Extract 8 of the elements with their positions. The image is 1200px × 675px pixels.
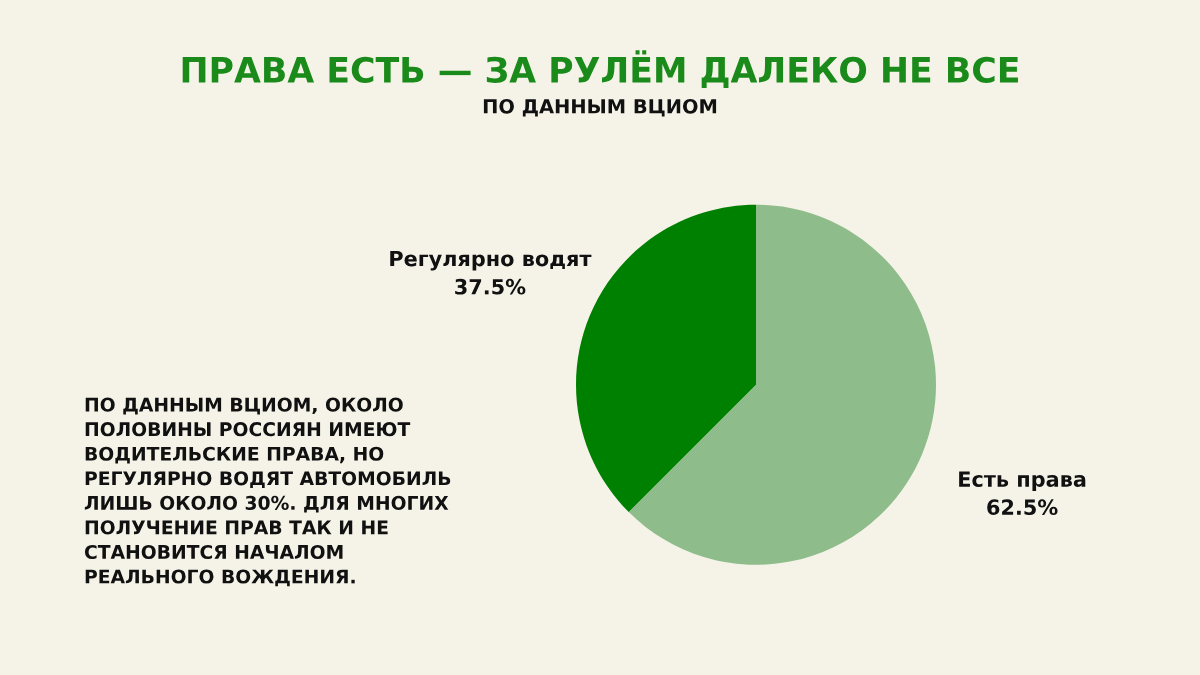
chart-subtitle: ПО ДАННЫМ ВЦИОМ [483, 98, 717, 117]
data-label: 62.5% [987, 499, 1058, 516]
pie-slice [628, 204, 936, 565]
data-label: 37.5% [455, 278, 526, 295]
slice-label: Есть права [959, 471, 1086, 492]
chart-title: ПРАВА ЕСТЬ — ЗА РУЛЁМ ДАЛЕКО НЕ ВСЕ [182, 50, 1018, 88]
text: ПО ДАННЫМ ВЦИОМ, ОКОЛО ПОЛОВИНЫ РОССИЯН ИМЕЮТ ВОДИТЕЛЬСКИЕ ПРАВА, НО РЕГУЛЯРНО ВОДЯТ АВТОМОБИЛЬ ЛИШЬ ОКОЛО 30%. ДЛЯ МНОГИХ ПОЛУЧЕНИЕ ПРАВ ТАК И НЕ СТАНОВИТСЯ НАЧАЛОМ РЕАЛЬНОГО ВОЖДЕНИЯ. [84, 397, 451, 587]
slice-label: Регулярно водят [390, 250, 592, 271]
